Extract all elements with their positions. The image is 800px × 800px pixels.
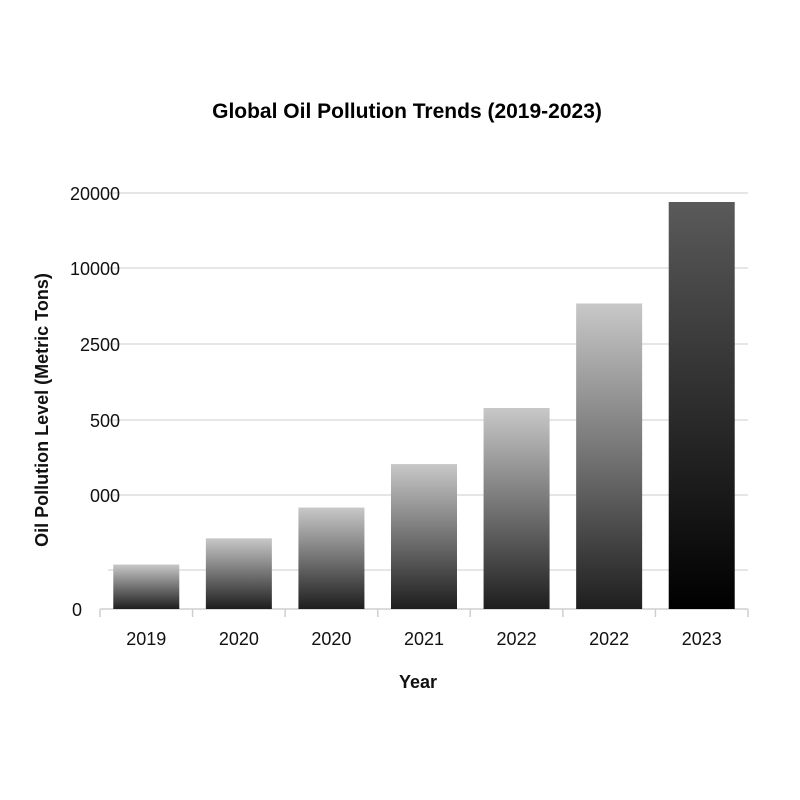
y-tick-label: 10000 (70, 259, 120, 279)
x-tick-label: 2021 (404, 629, 444, 649)
y-tick-label: 2500 (80, 335, 120, 355)
x-tick-label: 2019 (126, 629, 166, 649)
bars (113, 202, 735, 609)
bar-2021 (391, 464, 457, 609)
x-tick-labels: 2019 2020 2020 2021 2022 2022 2023 (126, 629, 721, 649)
bar-2019 (113, 564, 180, 609)
x-tick-label: 2020 (311, 629, 351, 649)
bar-2020 (205, 538, 272, 609)
x-tick-label: 2022 (589, 629, 629, 649)
y-tick-label: 0 (72, 600, 82, 620)
bar-2020 (298, 507, 365, 609)
y-tick-label: 20000 (70, 184, 120, 204)
bar-2023 (668, 202, 735, 609)
y-tick-label: 000 (90, 486, 120, 506)
y-tick-label: 500 (90, 411, 120, 431)
x-tick-label: 2020 (219, 629, 259, 649)
y-axis-label: Oil Pollution Level (Metric Tons) (32, 273, 52, 547)
bar-2022 (576, 303, 643, 609)
x-tick-label: 2022 (497, 629, 537, 649)
x-axis-label: Year (399, 672, 437, 692)
x-tick-label: 2023 (682, 629, 722, 649)
chart-title: Global Oil Pollution Trends (2019-2023) (212, 100, 602, 123)
bar-2022 (483, 407, 550, 609)
